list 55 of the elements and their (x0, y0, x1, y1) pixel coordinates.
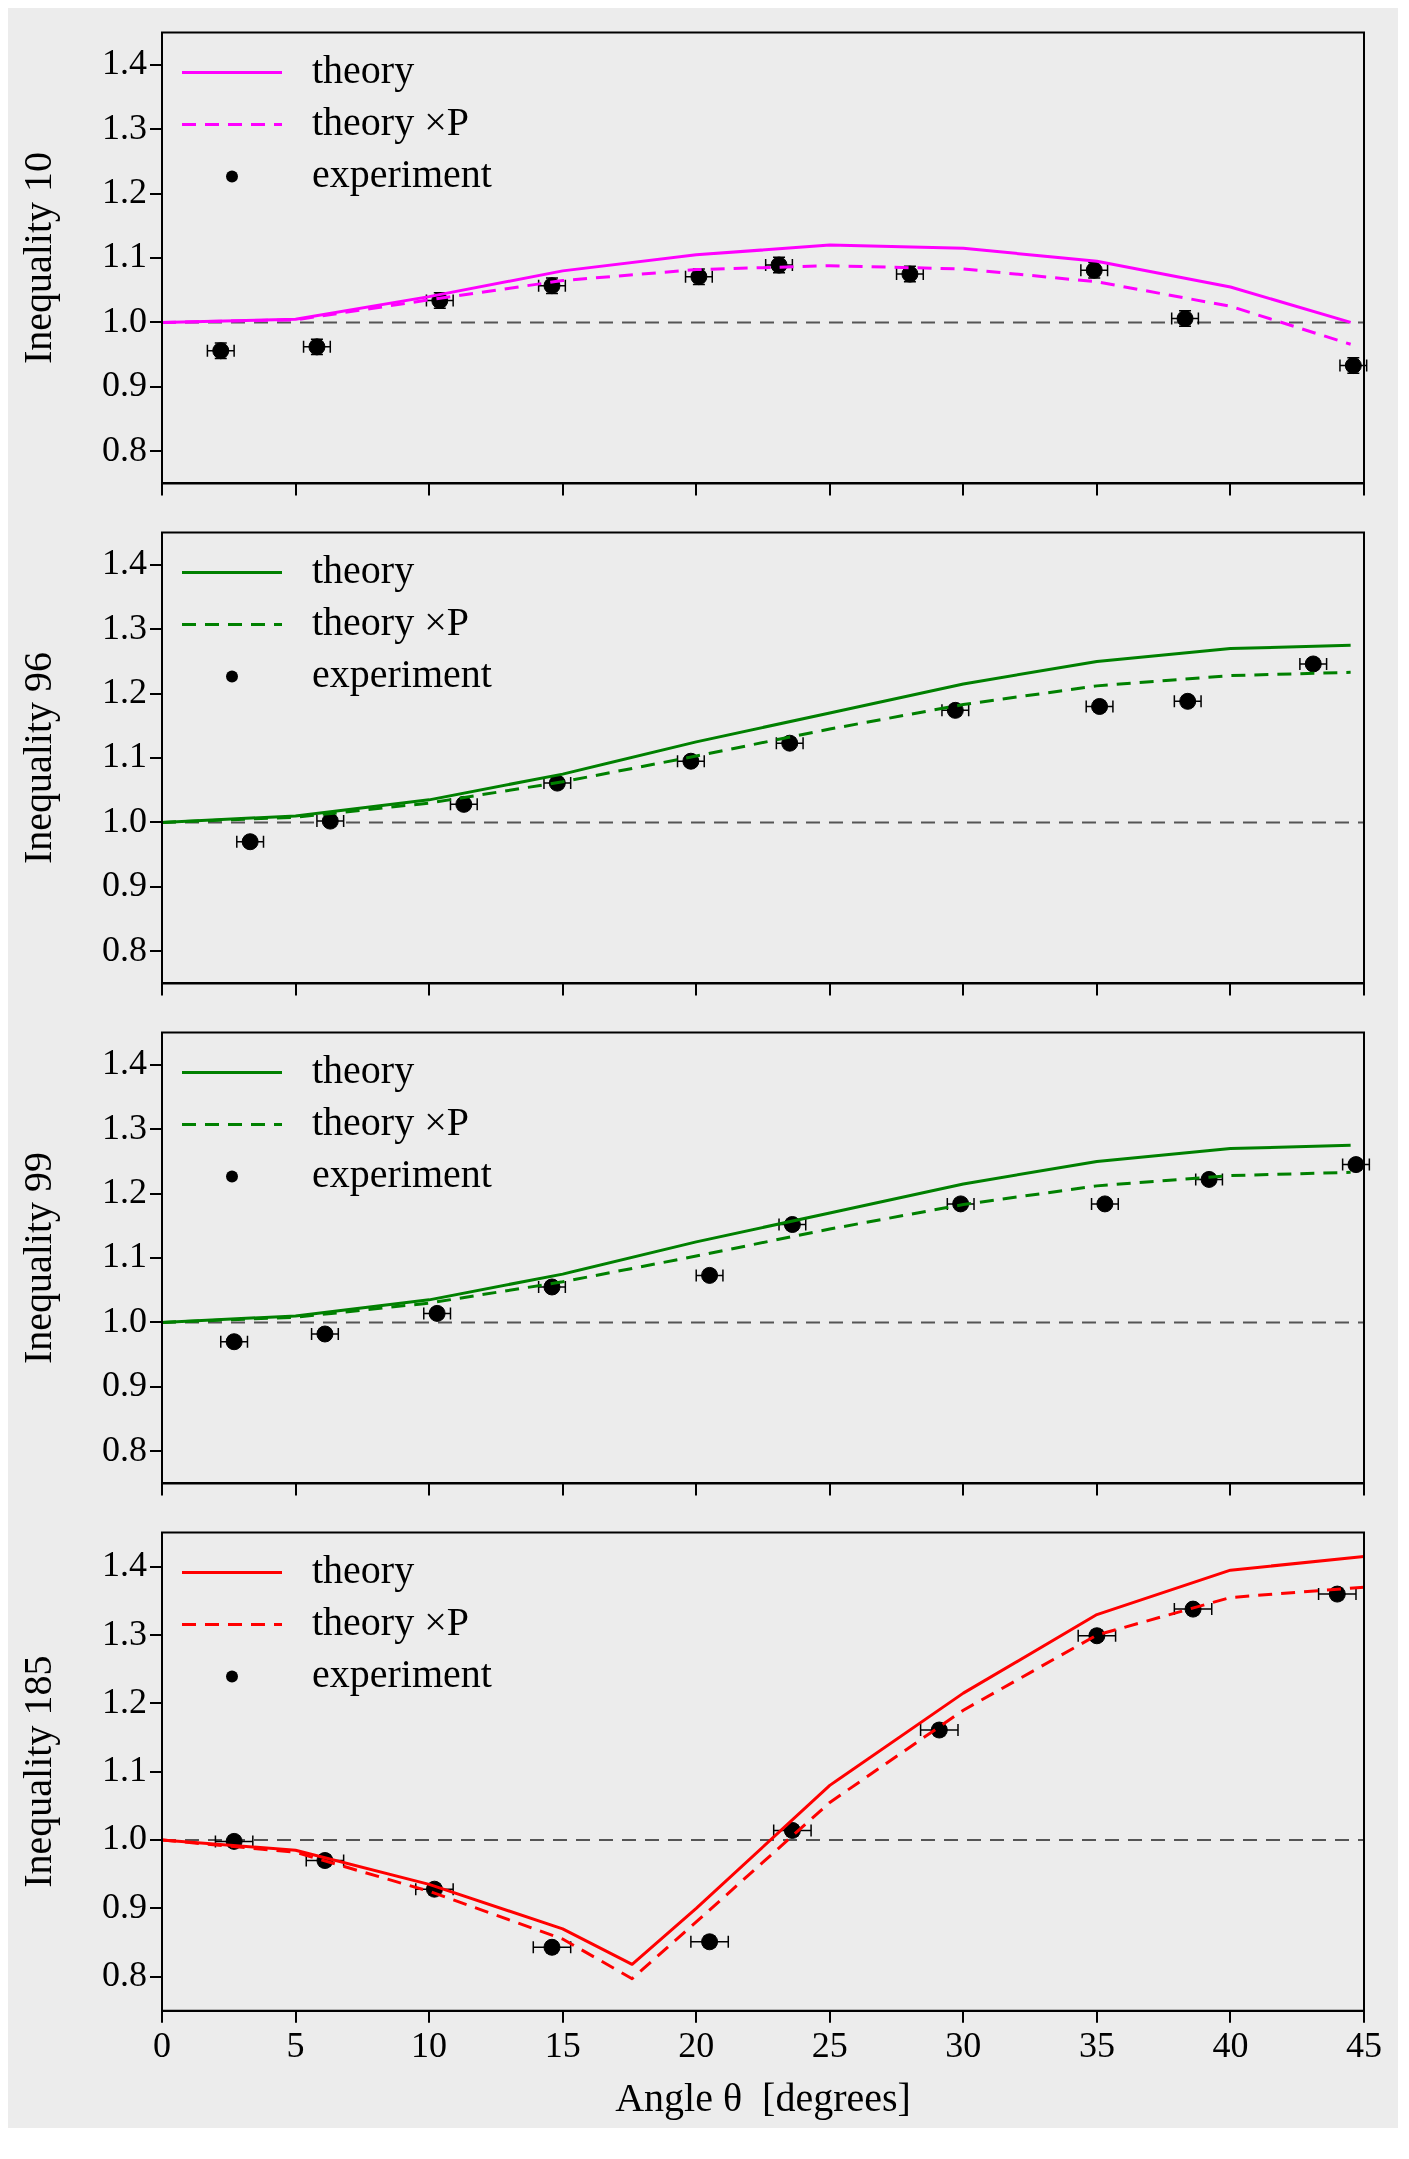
y-tick-label: 1.0 (102, 299, 147, 340)
x-tick-label: 45 (1346, 2024, 1382, 2065)
x-tick-label: 25 (811, 2024, 848, 2065)
y-tick-label: 0.8 (102, 1428, 147, 1469)
y-tick-label: 1.1 (102, 1235, 147, 1276)
y-tick-label: 1.1 (102, 1749, 147, 1790)
y-tick-label: 0.9 (102, 864, 147, 905)
legend-label: theory (312, 547, 415, 593)
y-tick-label: 1.0 (102, 1299, 147, 1340)
x-tick-label: 10 (411, 2024, 448, 2065)
legend-label: experiment (312, 1151, 492, 1197)
y-tick-label: 1.3 (102, 106, 147, 147)
y-tick-label: 1.4 (102, 542, 147, 583)
y-tick-label: 0.9 (102, 1885, 147, 1926)
x-tick-label: 15 (544, 2024, 581, 2065)
legend-label: experiment (312, 151, 492, 197)
x-tick-label: 40 (1212, 2024, 1249, 2065)
y-tick-label: 0.9 (102, 1364, 147, 1405)
legend-label: experiment (312, 651, 492, 697)
y-axis-title: Inequality 96 (14, 651, 60, 865)
legend-label: theory (312, 47, 415, 93)
x-tick-label: 0 (153, 2024, 171, 2065)
x-tick-label: 35 (1078, 2024, 1115, 2065)
y-axis-title: Inequality 185 (14, 1655, 60, 1888)
x-axis-title: Angle θ [degrees] (615, 2074, 911, 2120)
legend-label: experiment (312, 1651, 492, 1697)
legend-label: theory ×P (312, 1099, 469, 1145)
y-axis-title: Inequality 99 (14, 1151, 60, 1365)
y-tick-label: 1.0 (102, 1817, 147, 1858)
legend-label: theory ×P (312, 599, 469, 645)
y-tick-label: 1.3 (102, 606, 147, 647)
y-tick-label: 1.2 (102, 671, 147, 712)
y-tick-label: 1.0 (102, 799, 147, 840)
x-tick-label: 5 (286, 2024, 305, 2065)
y-tick-label: 1.2 (102, 1171, 147, 1212)
y-tick-label: 1.3 (102, 1612, 147, 1653)
y-tick-label: 1.3 (102, 1106, 147, 1147)
legend-label: theory ×P (312, 99, 469, 145)
y-tick-label: 1.4 (102, 1544, 147, 1585)
y-tick-label: 0.9 (102, 364, 147, 405)
y-tick-label: 1.1 (102, 735, 147, 776)
x-tick-label: 30 (945, 2024, 982, 2065)
y-tick-label: 0.8 (102, 928, 147, 969)
y-tick-label: 1.2 (102, 1680, 147, 1721)
y-tick-label: 1.4 (102, 1042, 147, 1083)
y-tick-label: 1.2 (102, 171, 147, 212)
legend-label: theory (312, 1547, 415, 1593)
y-tick-label: 0.8 (102, 428, 147, 469)
x-tick-label: 20 (678, 2024, 715, 2065)
y-tick-label: 1.4 (102, 42, 147, 83)
legend-label: theory (312, 1047, 415, 1093)
legend-label: theory ×P (312, 1599, 469, 1645)
y-tick-label: 0.8 (102, 1954, 147, 1995)
y-axis-title: Inequality 10 (14, 151, 60, 365)
y-tick-label: 1.1 (102, 235, 147, 276)
